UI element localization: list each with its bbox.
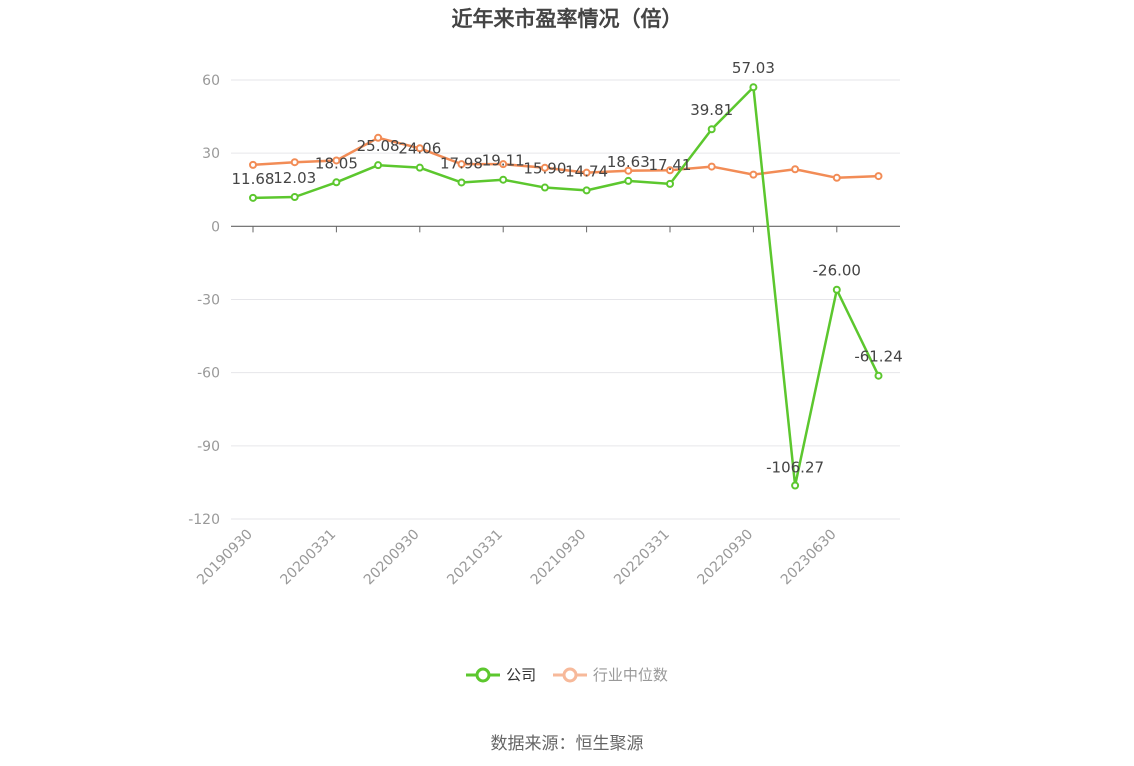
x-tick-label: 20220930 <box>695 527 757 589</box>
data-label: 18.63 <box>607 153 650 171</box>
x-tick-label: 20190930 <box>194 527 256 589</box>
data-point <box>624 176 633 185</box>
y-tick-label: -60 <box>197 366 220 382</box>
data-point <box>832 285 841 294</box>
data-point <box>874 172 883 181</box>
data-point <box>332 178 341 187</box>
data-label: 57.03 <box>732 59 775 77</box>
x-tick-label: 20200331 <box>278 527 340 589</box>
data-point <box>374 133 383 142</box>
data-label: -61.24 <box>854 348 902 366</box>
legend-line-circle-icon <box>552 667 587 682</box>
x-tick-label: 20210930 <box>528 527 590 589</box>
y-tick-label: -30 <box>197 293 220 309</box>
data-point <box>540 183 549 192</box>
legend-item-industry-median[interactable]: 行业中位数 <box>552 664 668 685</box>
data-point <box>540 163 549 172</box>
data-label: -26.00 <box>813 262 861 280</box>
data-point <box>707 162 716 171</box>
legend: 公司 行业中位数 <box>0 664 1134 687</box>
data-point <box>582 168 591 177</box>
data-point <box>249 160 257 169</box>
y-tick-label: 60 <box>202 73 220 89</box>
data-point <box>624 166 633 175</box>
chart-title: 近年来市盈率情况（倍） <box>451 7 683 31</box>
data-label: 17.98 <box>440 154 483 172</box>
legend-item-company[interactable]: 公司 <box>466 664 536 685</box>
data-label: 12.03 <box>273 169 316 187</box>
data-point <box>332 156 341 165</box>
grid-layer <box>231 79 900 520</box>
legend-label-company: 公司 <box>506 666 537 684</box>
data-point <box>499 160 508 169</box>
data-label: 11.68 <box>232 170 275 188</box>
data-label: 39.81 <box>690 101 733 119</box>
legend-label-industry-median: 行业中位数 <box>592 666 668 684</box>
data-label: 14.74 <box>565 162 608 180</box>
data-label: 24.06 <box>398 140 441 158</box>
series-layer <box>249 83 883 490</box>
data-point <box>582 186 591 195</box>
y-tick-label: 30 <box>202 146 220 162</box>
data-point <box>791 481 800 490</box>
data-point <box>374 161 383 170</box>
x-tick-label: 20220331 <box>611 527 673 589</box>
data-point <box>666 166 674 175</box>
data-point <box>749 170 758 179</box>
y-tick-label: -90 <box>197 439 220 455</box>
series-line-1 <box>252 136 879 180</box>
data-label: 15.90 <box>523 160 566 178</box>
x-tick-label: 20200930 <box>361 527 423 589</box>
data-point <box>415 144 424 153</box>
data-point <box>874 371 883 380</box>
data-label: 25.08 <box>357 137 400 155</box>
data-point <box>457 160 466 169</box>
data-point <box>832 173 841 182</box>
x-tick-label: 20230630 <box>778 527 840 589</box>
legend-line-circle-icon <box>466 667 501 682</box>
data-label: 19.11 <box>482 152 525 170</box>
x-tick-label: 20210331 <box>444 527 506 589</box>
data-label: 18.05 <box>315 154 358 172</box>
data-point <box>499 175 508 184</box>
source-note: 数据来源：恒生聚源 <box>490 734 644 754</box>
data-point <box>791 165 800 174</box>
data-point <box>457 178 466 187</box>
data-label: 17.41 <box>649 156 692 174</box>
data-point <box>749 83 758 92</box>
data-point <box>415 163 424 172</box>
y-tick-label: -120 <box>188 512 220 528</box>
data-point <box>249 193 257 202</box>
data-point <box>707 125 716 134</box>
series-line-0 <box>252 85 880 487</box>
data-point <box>290 192 299 201</box>
data-label-layer: 11.6812.0318.0525.0824.0617.9819.1115.90… <box>232 59 903 476</box>
data-point <box>290 158 299 167</box>
y-tick-label: 0 <box>211 219 220 235</box>
data-point <box>666 179 674 188</box>
data-label: -106.27 <box>766 459 824 477</box>
